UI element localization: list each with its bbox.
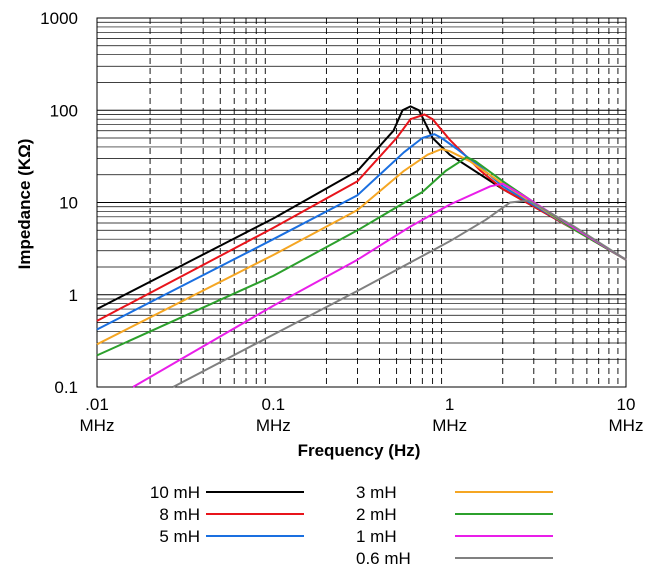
x-tick-label: .01 [85, 395, 109, 414]
series-line [96, 148, 627, 346]
x-tick-label: 1 [445, 395, 454, 414]
legend-label: 2 mH [356, 505, 397, 524]
x-tick-labels: .01 MHz 0.1 MHz 1 MHz 10 MHz [80, 395, 644, 435]
series-line [172, 199, 627, 388]
x-tick-unit-label: MHz [432, 416, 467, 435]
y-tick-label: 100 [50, 101, 78, 120]
x-tick-label: 10 [617, 395, 636, 414]
x-tick-unit-label: MHz [256, 416, 291, 435]
x-tick-unit-label: MHz [609, 416, 644, 435]
legend-label: 0.6 mH [356, 549, 411, 568]
x-axis-title: Frequency (Hz) [298, 441, 421, 460]
y-tick-label: 1 [69, 286, 78, 305]
legend-label: 5 mH [159, 527, 200, 546]
legend: 10 mH 8 mH 5 mH 3 mH 2 mH 1 mH 0.6 mH [150, 483, 553, 568]
y-tick-label: 0.1 [54, 378, 78, 397]
y-tick-label: 10 [59, 194, 78, 213]
series-line [96, 113, 627, 322]
plot-frame [96, 17, 627, 388]
series-lines [96, 105, 627, 388]
x-tick-unit-label: MHz [80, 416, 115, 435]
legend-label: 8 mH [159, 505, 200, 524]
legend-label: 10 mH [150, 483, 200, 502]
legend-label: 1 mH [356, 527, 397, 546]
grid-lines [97, 18, 626, 387]
series-line [96, 133, 627, 331]
x-tick-label: 0.1 [262, 395, 286, 414]
legend-label: 3 mH [356, 483, 397, 502]
y-axis-title: Impedance (KΩ) [15, 139, 34, 270]
y-tick-label: 1000 [40, 9, 78, 28]
y-tick-labels: 0.1 1 10 100 1000 [40, 9, 78, 397]
